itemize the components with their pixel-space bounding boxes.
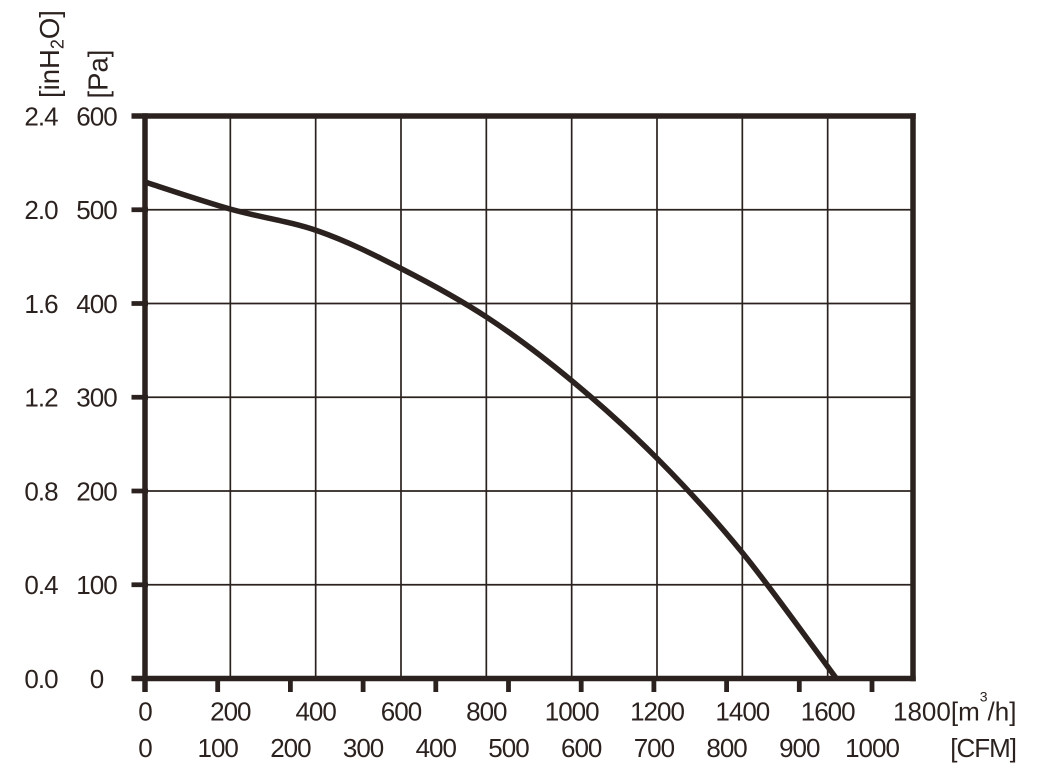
svg-text:200: 200 [210,697,251,727]
svg-text:1000: 1000 [845,733,899,763]
svg-text:2.0: 2.0 [24,195,58,225]
svg-text:1.2: 1.2 [24,383,58,413]
svg-text:100: 100 [198,733,239,763]
svg-text:300: 300 [343,733,384,763]
svg-text:600: 600 [561,733,602,763]
svg-text:1200: 1200 [630,697,684,727]
svg-text:400: 400 [416,733,457,763]
svg-text:1400: 1400 [715,697,769,727]
svg-text:800: 800 [466,697,507,727]
svg-text:400: 400 [76,289,117,319]
svg-text:300: 300 [76,383,117,413]
svg-text:0: 0 [138,697,152,727]
svg-text:0: 0 [90,664,104,694]
svg-text:500: 500 [76,195,117,225]
svg-text:400: 400 [295,697,336,727]
svg-text:0.0: 0.0 [24,664,58,694]
svg-text:2.4: 2.4 [24,101,58,131]
svg-text:[Pa]: [Pa] [83,50,114,99]
svg-text:0.4: 0.4 [24,570,58,600]
svg-text:[CFM]: [CFM] [950,733,1016,763]
svg-text:1800[m3/h]: 1800[m3/h] [893,689,1016,727]
svg-text:1.6: 1.6 [24,289,58,319]
svg-text:600: 600 [381,697,422,727]
svg-text:[inH2O]: [inH2O] [34,10,68,98]
svg-text:200: 200 [270,733,311,763]
svg-text:200: 200 [76,476,117,506]
svg-text:0.8: 0.8 [24,476,58,506]
svg-text:900: 900 [779,733,820,763]
svg-text:1000: 1000 [545,697,599,727]
svg-text:500: 500 [488,733,529,763]
svg-text:1600: 1600 [801,697,855,727]
svg-text:100: 100 [76,570,117,600]
svg-text:700: 700 [634,733,675,763]
svg-text:600: 600 [76,101,117,131]
svg-text:0: 0 [138,733,152,763]
svg-text:800: 800 [706,733,747,763]
